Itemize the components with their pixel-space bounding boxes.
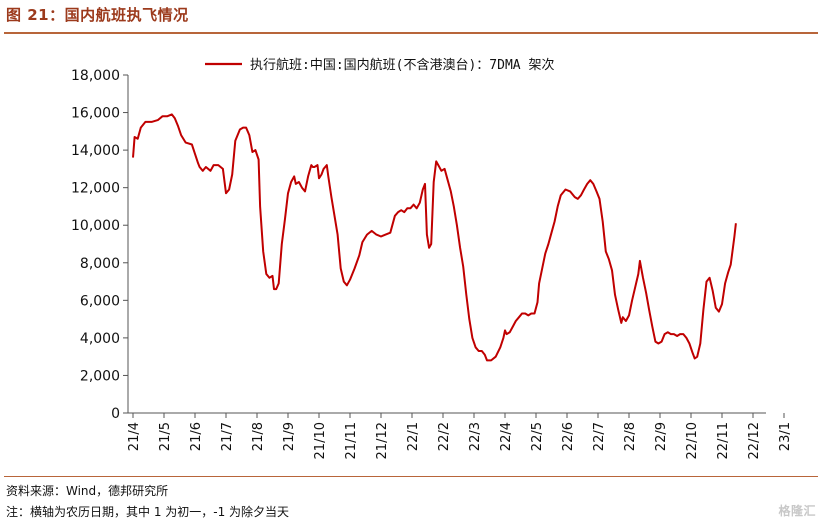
y-tick-label: 10,000 xyxy=(71,218,120,234)
figure-title: 图 21：国内航班执飞情况 xyxy=(6,6,189,24)
bottom-rule xyxy=(4,476,818,477)
y-tick-label: 8,000 xyxy=(80,256,120,272)
y-tick-label: 12,000 xyxy=(71,181,120,197)
x-tick-label: 21/10 xyxy=(313,422,328,459)
y-tick-label: 2,000 xyxy=(80,368,120,384)
y-tick-label: 18,000 xyxy=(71,68,120,84)
series-line xyxy=(132,113,737,362)
top-rule xyxy=(4,32,818,34)
x-tick-label: 22/7 xyxy=(592,422,607,451)
x-tick-label: 22/10 xyxy=(685,422,700,459)
note-text: 注：横轴为农历日期，其中 1 为初一，-1 为除夕当天 xyxy=(6,505,290,519)
x-tick-label: 21/7 xyxy=(220,422,235,451)
x-tick-label: 22/8 xyxy=(623,422,638,451)
chart-axes xyxy=(127,75,766,414)
y-tick-label: 14,000 xyxy=(71,143,120,159)
source-text: 资料来源：Wind，德邦研究所 xyxy=(6,484,169,498)
x-tick-label: 22/6 xyxy=(561,422,576,451)
y-tick-label: 16,000 xyxy=(71,106,120,122)
y-tick-label: 6,000 xyxy=(80,293,120,309)
series-layer xyxy=(132,113,737,362)
y-axis-ticks: 0 2,000 4,000 6,000 8,000 10,000 12,000 14,000 1… xyxy=(71,68,128,422)
watermark-logo: 格隆汇 xyxy=(778,504,816,518)
legend-label: 执行航班:中国:国内航班(不含港澳台)：7DMA 架次 xyxy=(250,57,554,73)
x-tick-label: 21/5 xyxy=(158,422,173,451)
x-tick-label: 21/11 xyxy=(344,422,359,459)
x-tick-label: 22/11 xyxy=(716,422,731,459)
y-tick-label: 0 xyxy=(111,406,120,422)
x-tick-label: 21/6 xyxy=(189,422,204,451)
x-tick-label: 22/5 xyxy=(530,422,545,451)
x-tick-label: 22/3 xyxy=(468,422,483,451)
x-tick-label: 22/12 xyxy=(747,422,762,459)
x-tick-label: 23/1 xyxy=(778,422,793,451)
line-chart: 0 2,000 4,000 6,000 8,000 10,000 12,000 14,000 1… xyxy=(71,57,793,459)
x-axis-ticks: 21/4 21/5 21/6 21/7 21/8 21/9 21/10 21/11 21/12 2… xyxy=(127,413,793,459)
x-tick-label: 22/1 xyxy=(406,422,421,451)
x-tick-label: 21/8 xyxy=(251,422,266,451)
x-tick-label: 22/9 xyxy=(654,422,669,451)
chart-legend: 执行航班:中国:国内航班(不含港澳台)：7DMA 架次 xyxy=(205,57,554,73)
x-tick-label: 22/2 xyxy=(437,422,452,451)
x-tick-label: 21/4 xyxy=(127,422,142,451)
y-tick-label: 4,000 xyxy=(80,331,120,347)
x-tick-label: 21/12 xyxy=(375,422,390,459)
x-tick-label: 22/4 xyxy=(499,422,514,451)
x-tick-label: 21/9 xyxy=(282,422,297,451)
